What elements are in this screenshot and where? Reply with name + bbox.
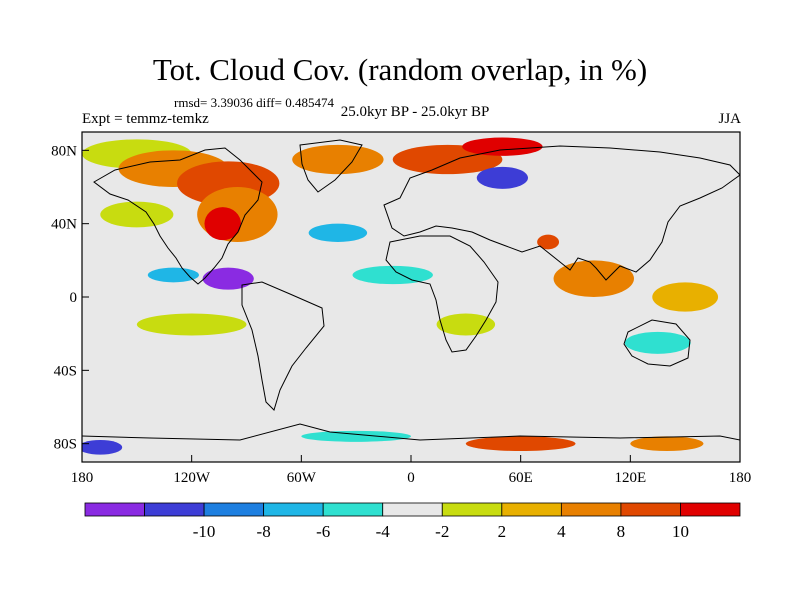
y-axis: 80N 40N 0 40S 80S — [51, 143, 89, 453]
cloud-anomaly-region — [136, 313, 247, 336]
colorbar-label: -10 — [193, 522, 216, 541]
x-tick-label: 120E — [614, 470, 646, 486]
colorbar-swatch — [263, 502, 324, 517]
y-tick-label: 40N — [51, 217, 77, 233]
colorbar-label: -2 — [435, 522, 449, 541]
colorbar-swatch — [382, 502, 443, 517]
x-axis: 180 120W 60W 0 60E 120E 180 — [71, 455, 752, 486]
coastline-antarctica — [82, 423, 740, 441]
map-title: Tot. Cloud Cov. (random overlap, in %) — [152, 52, 648, 87]
coastline-eurasia — [383, 145, 740, 281]
cloud-anomaly-region — [308, 223, 368, 242]
cloud-anomaly-region — [465, 436, 576, 451]
cloud-anomaly-region — [652, 282, 719, 312]
y-tick-label: 80S — [54, 437, 77, 453]
colorbar-swatch — [203, 502, 265, 517]
x-tick-label: 60E — [509, 470, 533, 486]
cloud-anomaly-region — [204, 207, 242, 241]
cloud-anomaly-region — [301, 430, 411, 442]
colorbar-label: -4 — [376, 522, 391, 541]
coastline-north-america — [93, 147, 263, 285]
colorbar-swatch — [441, 502, 503, 517]
coastline-australia — [623, 319, 691, 367]
colorbar-swatch — [144, 502, 205, 517]
cloud-anomaly-region — [82, 440, 123, 455]
cloud-anomaly-region — [553, 260, 634, 297]
colorbar-label: -6 — [316, 522, 330, 541]
coastline-south-america — [241, 281, 325, 411]
colorbar-swatch — [501, 502, 562, 517]
period-label: 25.0kyr BP - 25.0kyr BP — [340, 104, 490, 120]
x-tick-label: 180 — [71, 470, 94, 486]
colorbar-label: 8 — [617, 522, 626, 541]
cloud-anomaly-region — [147, 267, 199, 283]
y-tick-label: 80N — [51, 143, 77, 159]
colorbar-swatch — [680, 502, 741, 517]
coastline-africa — [385, 235, 499, 353]
colorbar-swatch — [560, 502, 622, 517]
x-tick-label: 120W — [173, 470, 211, 486]
y-tick-label: 0 — [70, 290, 78, 306]
x-tick-label: 60W — [287, 470, 317, 486]
colorbar-swatch — [322, 502, 384, 517]
colorbar-label: 2 — [498, 522, 507, 541]
colorbar-swatch — [620, 502, 681, 517]
colorbar-swatch — [84, 502, 145, 517]
cloud-anomaly-region — [537, 234, 560, 250]
cloud-anomaly-region — [292, 144, 384, 175]
experiment-label: Expt = temmz-temkz — [82, 111, 209, 127]
y-tick-label: 40S — [54, 363, 77, 379]
x-tick-label: 0 — [407, 470, 415, 486]
colorbar-label: -8 — [257, 522, 271, 541]
cloud-anomaly-region — [202, 267, 254, 290]
coastline-greenland — [299, 139, 363, 193]
stats-label: rmsd= 3.39036 diff= 0.485474 — [174, 95, 334, 110]
cloud-anomaly-region — [100, 201, 174, 228]
colorbar-label: 4 — [557, 522, 566, 541]
colorbar: -10 -8 -6 -4 -2 2 4 8 10 — [84, 502, 741, 541]
cloud-field-layer — [82, 137, 719, 455]
colorbar-label: 10 — [672, 522, 689, 541]
cloud-anomaly-region — [630, 436, 704, 451]
cloud-anomaly-region — [476, 166, 528, 189]
cloud-anomaly-region — [352, 265, 433, 285]
cloud-anomaly-region — [436, 313, 496, 336]
cloud-anomaly-region — [462, 137, 543, 156]
cloud-anomaly-region — [624, 331, 691, 354]
x-tick-label: 180 — [729, 470, 752, 486]
season-label: JJA — [718, 111, 741, 127]
coastline-layer — [82, 139, 740, 441]
